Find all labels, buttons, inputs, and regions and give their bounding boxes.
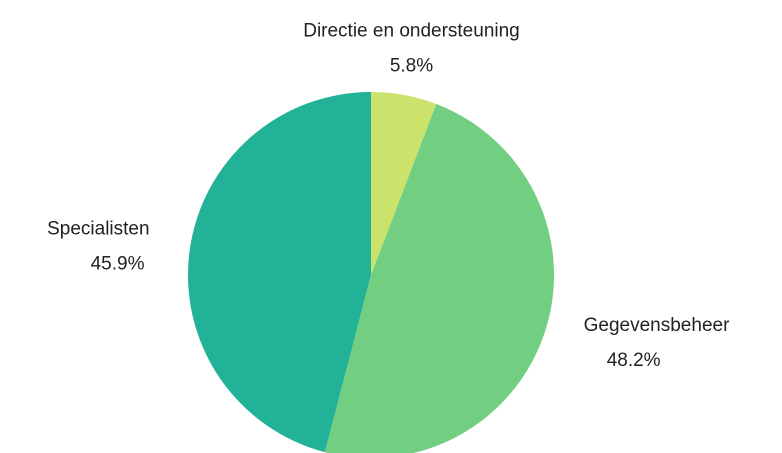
- pie-slice: [371, 92, 437, 275]
- slice-value-label: 5.8%: [390, 55, 433, 76]
- pie-slice: [324, 104, 554, 453]
- slice-value-label: 48.2%: [607, 350, 661, 371]
- slice-value-label: 45.9%: [91, 254, 145, 275]
- pie-slice: [187, 92, 371, 453]
- slice-label: Gegevensbeheer: [584, 315, 730, 336]
- slice-label: Directie en ondersteuning: [303, 20, 520, 41]
- slice-label: Specialisten: [47, 219, 149, 240]
